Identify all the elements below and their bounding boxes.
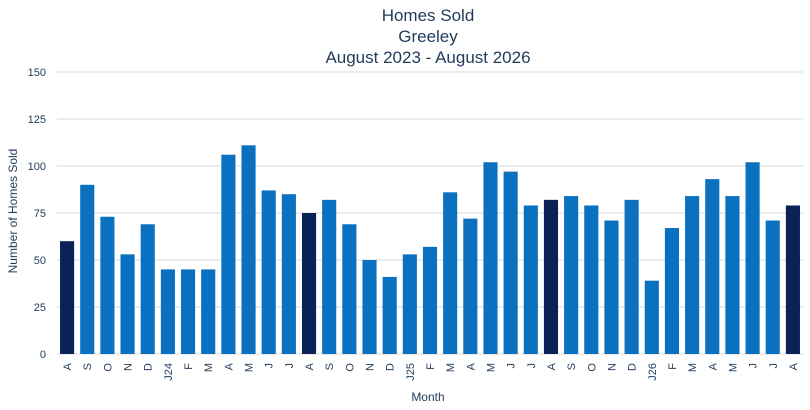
- y-tick-label: 125: [28, 114, 46, 126]
- x-tick-label: J: [284, 363, 296, 369]
- bar: [201, 269, 216, 354]
- x-tick-label: O: [102, 363, 114, 372]
- bar: [664, 228, 680, 354]
- bar: [685, 196, 700, 354]
- bar: [604, 220, 619, 354]
- x-tick-label: N: [123, 363, 135, 371]
- x-tick-label: A: [62, 362, 74, 370]
- x-tick-label: M: [727, 363, 739, 372]
- y-tick-label: 50: [34, 255, 46, 267]
- x-tick-label: D: [627, 363, 639, 371]
- bar: [362, 260, 377, 354]
- x-tick-labels: A S O N D J24 F M A M J J A S O N D J25 F M A M J J A S O N D J26 F M A M…: [62, 362, 800, 380]
- x-tick-label: A: [304, 362, 316, 370]
- x-tick-label: F: [183, 363, 195, 370]
- bar: [705, 179, 720, 354]
- x-tick-label: O: [344, 363, 356, 372]
- bar: [342, 224, 357, 354]
- x-tick-label: M: [485, 363, 497, 372]
- x-tick-label: M: [445, 363, 457, 372]
- x-tick-label: A: [223, 362, 235, 370]
- x-tick-label: D: [143, 363, 155, 371]
- bar: [100, 216, 115, 354]
- x-tick-label: J: [526, 363, 538, 369]
- bar: [443, 192, 458, 354]
- bar: [725, 196, 740, 354]
- bar: [543, 199, 559, 354]
- bar: [80, 184, 95, 354]
- bar: [261, 190, 276, 354]
- bar: [564, 196, 579, 354]
- bar: [584, 205, 599, 354]
- bar: [422, 246, 438, 354]
- y-tick-labels: 0 25 50 75 100 125 150: [28, 67, 46, 361]
- bar: [301, 213, 317, 354]
- bar: [140, 224, 155, 354]
- bar: [160, 269, 175, 354]
- x-tick-label: J: [768, 363, 780, 369]
- x-tick-label: S: [324, 363, 336, 370]
- bar: [463, 218, 478, 354]
- bar: [281, 194, 296, 354]
- bar: [221, 154, 236, 354]
- y-axis-label: Number of Homes Sold: [6, 149, 20, 274]
- x-tick-label: A: [546, 362, 558, 370]
- x-tick-label: F: [667, 363, 679, 370]
- x-tick-label: A: [707, 362, 719, 370]
- x-tick-label: M: [687, 363, 699, 372]
- x-tick-label: J26: [647, 363, 659, 381]
- bar: [241, 145, 256, 354]
- bar: [523, 205, 538, 354]
- x-tick-label: N: [606, 363, 618, 371]
- y-tick-label: 25: [34, 302, 46, 314]
- chart-date-range: August 2023 - August 2026: [325, 48, 531, 67]
- x-tick-label: A: [788, 362, 800, 370]
- x-tick-label: S: [82, 363, 94, 370]
- x-tick-label: O: [586, 363, 598, 372]
- chart-subtitle: Greeley: [398, 27, 458, 46]
- x-tick-label: M: [203, 363, 215, 372]
- bar: [644, 280, 659, 354]
- x-tick-label: J25: [405, 363, 417, 381]
- x-tick-label: F: [425, 363, 437, 370]
- bar: [402, 254, 417, 354]
- bar: [745, 162, 760, 354]
- bar: [322, 199, 337, 354]
- y-tick-label: 150: [28, 67, 46, 79]
- x-tick-label: A: [465, 362, 477, 370]
- y-tick-label: 0: [40, 349, 46, 361]
- bar: [382, 276, 397, 354]
- x-tick-label: J24: [163, 363, 175, 381]
- x-tick-label: S: [566, 363, 578, 370]
- bar: [483, 162, 498, 354]
- x-tick-label: D: [385, 363, 397, 371]
- bar: [765, 220, 780, 354]
- x-tick-label: J: [264, 363, 276, 369]
- bar: [120, 254, 135, 354]
- x-tick-label: J: [506, 363, 518, 369]
- x-axis-label: Month: [411, 390, 444, 404]
- bar: [503, 171, 518, 354]
- bar: [785, 205, 800, 354]
- bar: [60, 241, 75, 354]
- bars: [60, 145, 800, 354]
- x-tick-label: J: [748, 363, 760, 369]
- bar: [180, 269, 196, 354]
- x-tick-label: M: [244, 363, 256, 372]
- x-tick-label: N: [365, 363, 377, 371]
- y-tick-label: 100: [28, 161, 46, 173]
- bar: [624, 199, 639, 354]
- chart-title: Homes Sold: [381, 6, 475, 25]
- y-tick-label: 75: [34, 208, 46, 220]
